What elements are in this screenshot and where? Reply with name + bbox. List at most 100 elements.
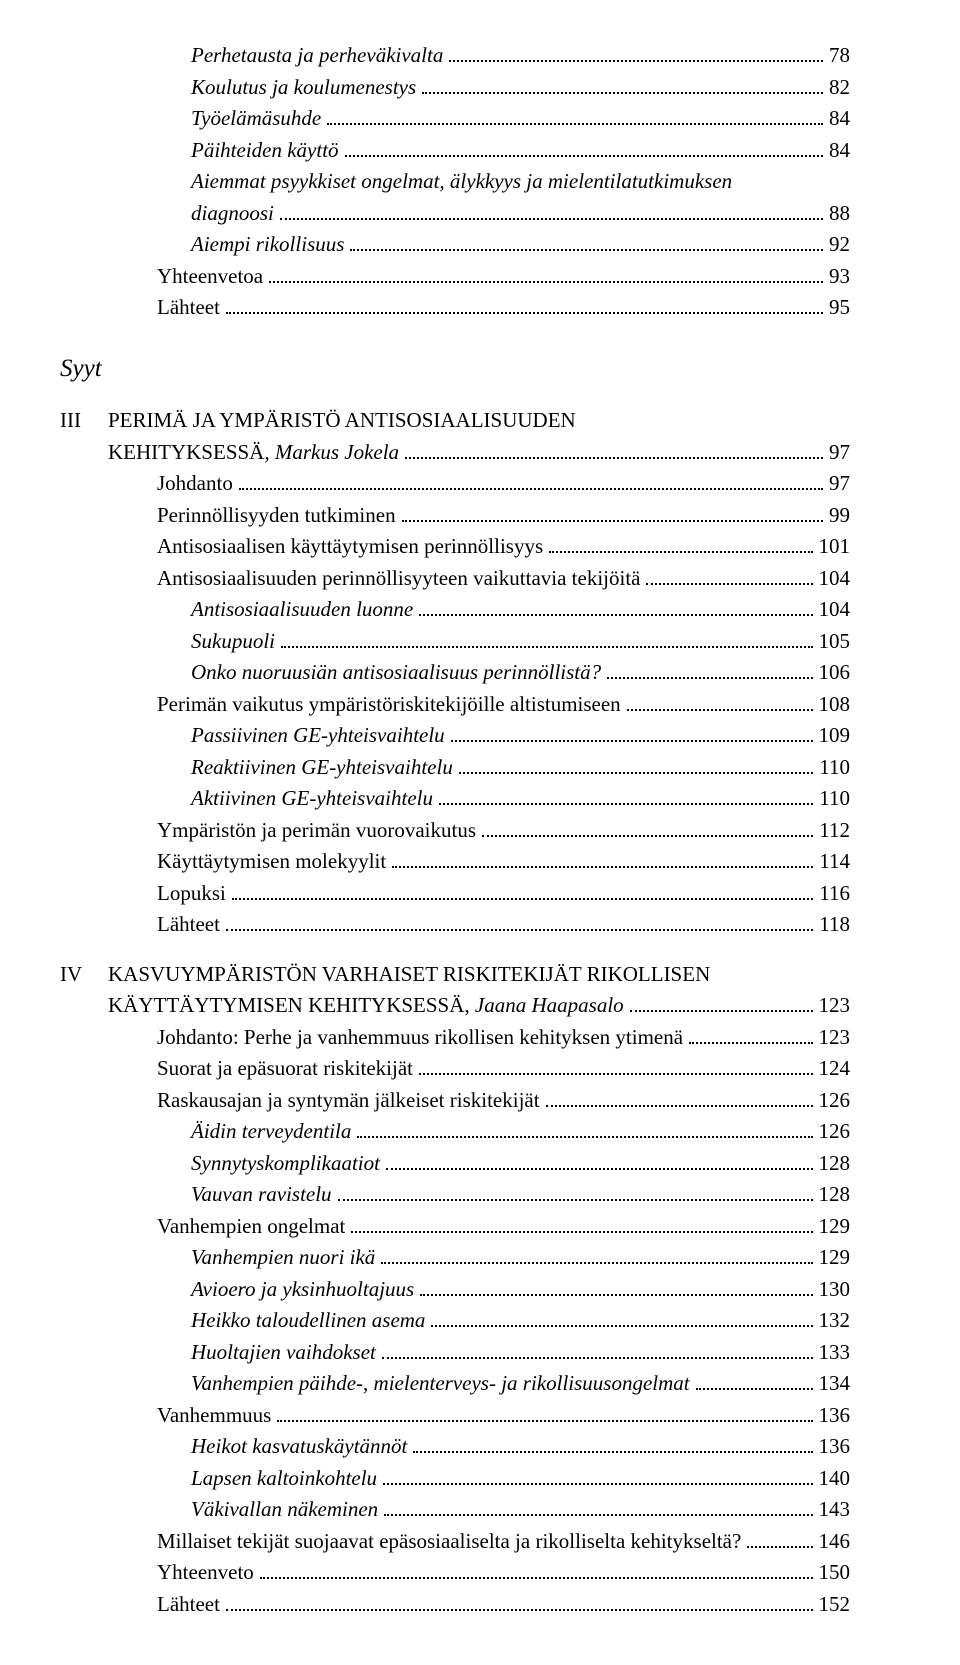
toc-leader-dots [232, 879, 813, 900]
toc-entry: Vanhempien ongelmat129 [60, 1211, 850, 1243]
toc-entry: Lähteet118 [60, 909, 850, 941]
toc-entry: Vanhempien nuori ikä129 [60, 1242, 850, 1274]
toc-entry: Aiempi rikollisuus92 [60, 229, 850, 261]
toc-entry-page: 152 [819, 1589, 851, 1621]
toc-leader-dots [451, 721, 813, 742]
toc-entry-label: Aktiivinen GE-yhteisvaihtelu [191, 783, 433, 815]
toc-entry-page: 150 [819, 1557, 851, 1589]
toc-leader-dots [459, 753, 813, 774]
toc-leader-dots [383, 1464, 812, 1485]
toc-entry-page: 126 [819, 1085, 851, 1117]
toc-leader-dots [627, 690, 813, 711]
toc-entry-label: Johdanto [157, 468, 233, 500]
toc-entry-page: 78 [829, 40, 850, 72]
toc-entry: Antisosiaalisen käyttäytymisen perinnöll… [60, 531, 850, 563]
toc-entry-label: Synnytyskomplikaatiot [191, 1148, 380, 1180]
toc-leader-dots [384, 1495, 812, 1516]
toc-leader-dots [696, 1369, 813, 1390]
toc-entry: Raskausajan ja syntymän jälkeiset riskit… [60, 1085, 850, 1117]
toc-entry: Perimän vaikutus ympäristöriskitekijöill… [60, 689, 850, 721]
toc-entry-label: Reaktiivinen GE-yhteisvaihtelu [191, 752, 453, 784]
toc-entry-label: Huoltajien vaihdokset [191, 1337, 376, 1369]
toc-entry: Perinnöllisyyden tutkiminen99 [60, 500, 850, 532]
toc-leader-dots [327, 104, 823, 125]
toc-entry-page: 136 [819, 1400, 851, 1432]
toc-leader-dots [607, 658, 812, 679]
toc-entry-label: Perimän vaikutus ympäristöriskitekijöill… [157, 689, 621, 721]
toc-entry-page: 128 [819, 1179, 851, 1211]
toc-entry-label: Raskausajan ja syntymän jälkeiset riskit… [157, 1085, 540, 1117]
chapter-iii-title-line2: KEHITYKSESSÄ, Markus Jokela 97 [108, 437, 850, 469]
toc-entry: Aktiivinen GE-yhteisvaihtelu110 [60, 783, 850, 815]
toc-entry: Koulutus ja koulumenestys 82 [60, 72, 850, 104]
toc-entry-page: 104 [819, 563, 851, 595]
toc-leader-dots [392, 847, 813, 868]
toc-entry: Vanhemmuus 136 [60, 1400, 850, 1432]
toc-leader-dots [226, 910, 813, 931]
toc-entry-page: 95 [829, 292, 850, 324]
toc-entry: Aiemmat psyykkiset ongelmat, älykkyys ja… [60, 166, 850, 229]
toc-entry-label: Johdanto: Perhe ja vanhemmuus rikollisen… [157, 1022, 683, 1054]
toc-entry-label: Päihteiden käyttö [191, 135, 339, 167]
toc-entry-page: 126 [819, 1116, 851, 1148]
toc-entry-label: Avioero ja yksinhuoltajuus [191, 1274, 414, 1306]
toc-leader-dots [381, 1243, 812, 1264]
toc-entry-page: 132 [819, 1305, 851, 1337]
toc-entry: Onko nuoruusiän antisosiaalisuus perinnö… [60, 657, 850, 689]
toc-leader-dots [482, 816, 813, 837]
toc-leader-dots [226, 1590, 813, 1611]
toc-leader-dots [689, 1023, 812, 1044]
toc-entry: Antisosiaalisuuden luonne104 [60, 594, 850, 626]
toc-leader-dots [382, 1338, 813, 1359]
toc-leader-dots [549, 532, 812, 553]
toc-entry-label: Perinnöllisyyden tutkiminen [157, 500, 396, 532]
toc-entry: Avioero ja yksinhuoltajuus 130 [60, 1274, 850, 1306]
toc-entry-page: 109 [819, 720, 851, 752]
toc-entry: Ympäristön ja perimän vuorovaikutus 112 [60, 815, 850, 847]
toc-entry-page: 84 [829, 135, 850, 167]
toc-entry-label: Lähteet [157, 909, 220, 941]
toc-entry-label: Vanhemmuus [157, 1400, 271, 1432]
toc-leader-dots [260, 1558, 813, 1579]
toc-leader-dots [277, 1401, 812, 1422]
toc-leader-dots [269, 262, 823, 283]
toc-leader-dots [419, 1054, 812, 1075]
toc-entry-page: 128 [819, 1148, 851, 1180]
toc-entry-page: 134 [819, 1368, 851, 1400]
toc-leader-dots [439, 784, 813, 805]
toc-entry-label: Passiivinen GE-yhteisvaihtelu [191, 720, 445, 752]
toc-entry-label: Lopuksi [157, 878, 226, 910]
toc-entry-label: Onko nuoruusiän antisosiaalisuus perinnö… [191, 657, 601, 689]
toc-entry-label: Ympäristön ja perimän vuorovaikutus [157, 815, 476, 847]
toc-entry-page: 130 [819, 1274, 851, 1306]
toc-leader-dots [386, 1149, 813, 1170]
toc-entry: Väkivallan näkeminen143 [60, 1494, 850, 1526]
toc-entry-label: Antisosiaalisuuden perinnöllisyyteen vai… [157, 563, 640, 595]
toc-leader-dots [449, 41, 823, 62]
toc-entry-label: Suorat ja epäsuorat riskitekijät [157, 1053, 413, 1085]
toc-entry-label: Vanhempien päihde-, mielenterveys- ja ri… [191, 1368, 690, 1400]
toc-entry: Heikot kasvatuskäytännöt136 [60, 1431, 850, 1463]
toc-leader-dots [281, 627, 813, 648]
toc-entry-page: 123 [819, 1022, 851, 1054]
toc-entry-page: 105 [819, 626, 851, 658]
toc-entry: Äidin terveydentila126 [60, 1116, 850, 1148]
toc-entry: Yhteenveto150 [60, 1557, 850, 1589]
toc-leader-dots [351, 1212, 812, 1233]
toc-entry-page: 84 [829, 103, 850, 135]
toc-entry-label: Vanhempien nuori ikä [191, 1242, 375, 1274]
toc-entry: Lapsen kaltoinkohtelu140 [60, 1463, 850, 1495]
toc-entry-label: Koulutus ja koulumenestys [191, 72, 416, 104]
toc-entry-page: 112 [819, 815, 850, 847]
toc-leader-dots [747, 1527, 812, 1548]
toc-leader-dots [402, 501, 823, 522]
toc-entry-page: 133 [819, 1337, 851, 1369]
chapter-iv-title-line2: KÄYTTÄYTYMISEN KEHITYKSESSÄ, Jaana Haapa… [108, 990, 850, 1022]
toc-entry: Huoltajien vaihdokset 133 [60, 1337, 850, 1369]
toc-entry-page: 93 [829, 261, 850, 293]
toc-entry-label: Vanhempien ongelmat [157, 1211, 345, 1243]
toc-entry-label: Väkivallan näkeminen [191, 1494, 378, 1526]
toc-leader-dots [413, 1432, 812, 1453]
section-heading-syyt: Syyt [60, 350, 850, 388]
toc-entry-page: 82 [829, 72, 850, 104]
